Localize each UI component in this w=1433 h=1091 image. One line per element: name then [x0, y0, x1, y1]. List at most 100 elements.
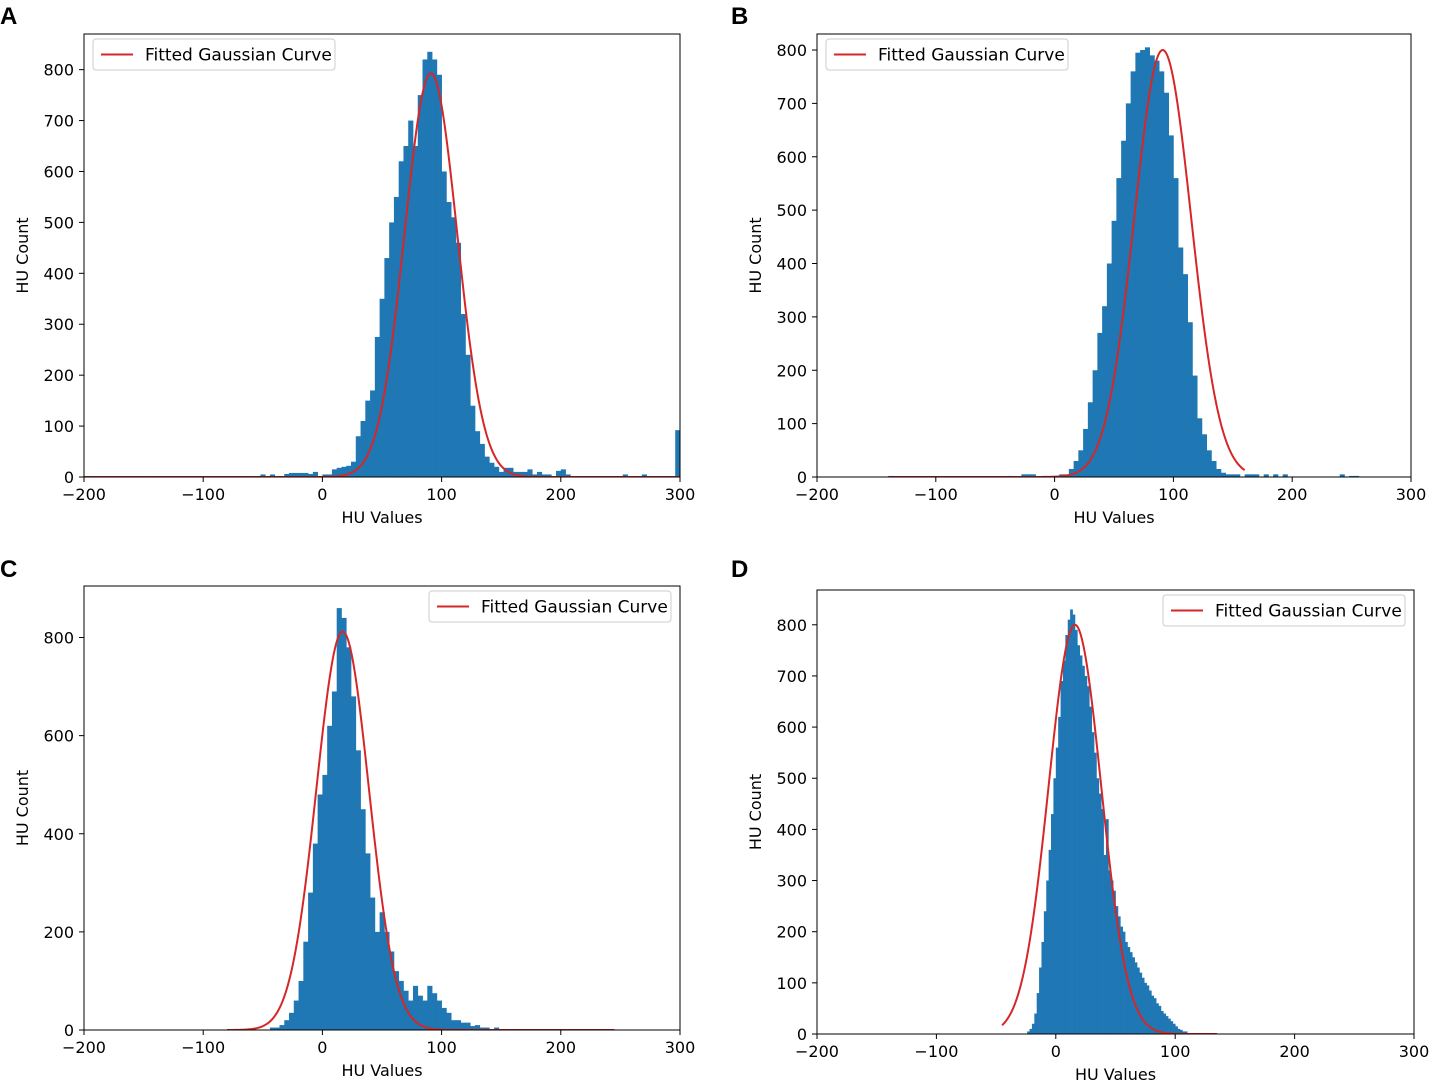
histogram-bar	[1053, 778, 1057, 1034]
histogram-bar	[1163, 1013, 1166, 1034]
histogram-bar	[1216, 468, 1222, 477]
gaussian-curve	[888, 48, 1246, 477]
y-tick-label: 800	[776, 616, 807, 635]
histogram-bar	[303, 941, 309, 1030]
histogram-bar	[489, 462, 495, 477]
panel-b: B −200 −100 0 100 200 300 0 100 200 300 400 500 600 7…	[731, 3, 1426, 527]
histogram-bar	[451, 217, 457, 477]
histogram-bar	[1220, 472, 1227, 477]
histogram-bar	[1120, 926, 1124, 1034]
plot-area	[84, 51, 680, 477]
histogram-bar	[351, 696, 357, 1030]
histogram-bar	[446, 1012, 452, 1030]
histogram-bar	[427, 985, 433, 1030]
x-tick-label: −100	[914, 1042, 958, 1061]
histogram-bar	[1146, 985, 1150, 1034]
histogram-bar	[289, 472, 295, 477]
histogram-bar	[1051, 814, 1054, 1034]
histogram-bar	[1201, 434, 1208, 477]
legend-label: Fitted Gaussian Curve	[1215, 602, 1402, 622]
histogram-bar	[675, 430, 680, 477]
x-axis-label: HU Values	[341, 1061, 422, 1080]
y-tick-label: 400	[43, 825, 74, 844]
y-tick-label: 600	[776, 148, 807, 167]
legend-box	[92, 38, 336, 71]
histogram-bar	[527, 469, 533, 477]
histogram-bar	[494, 1027, 500, 1030]
y-tick-label: 500	[776, 201, 807, 220]
y-tick-label: 700	[776, 94, 807, 113]
y-tick-label: 600	[776, 718, 807, 737]
histogram-bar	[1244, 474, 1250, 477]
y-tick-label: 100	[776, 974, 807, 993]
y-tick-label: 800	[43, 629, 74, 648]
axes-frame	[816, 33, 1412, 478]
x-tick-label: 300	[665, 485, 696, 504]
y-tick-label: 500	[43, 213, 74, 232]
histogram-bar	[341, 617, 347, 1030]
x-tick-label: −100	[914, 485, 958, 504]
histogram-bar	[470, 1026, 476, 1030]
histogram-bar	[1263, 474, 1269, 477]
y-tick-label: 200	[43, 366, 74, 385]
histogram-bar	[1168, 1018, 1171, 1034]
histogram-bar	[532, 474, 538, 477]
histogram-bar	[312, 843, 318, 1030]
y-tick-label: 300	[776, 308, 807, 327]
histogram-bar	[1043, 911, 1047, 1034]
histogram-bar	[317, 794, 323, 1030]
histogram-bar	[479, 443, 485, 477]
y-tick-label: 800	[43, 61, 74, 80]
histogram-bar	[1140, 50, 1146, 477]
histogram-bar	[379, 912, 385, 1030]
histogram-bar	[1111, 220, 1117, 477]
histogram-bar	[498, 471, 504, 477]
histogram-bar	[1170, 1021, 1174, 1034]
histogram-bar	[1211, 460, 1217, 477]
histogram-bar	[494, 466, 500, 477]
y-tick-label: 400	[776, 820, 807, 839]
legend: Fitted Gaussian Curve	[825, 38, 1069, 71]
histogram-bar	[622, 474, 628, 477]
histogram-bar	[412, 985, 419, 1030]
histogram-bar	[1097, 332, 1103, 477]
histogram-bar	[1101, 808, 1104, 1034]
histogram-bar	[474, 1025, 481, 1030]
histogram-bar	[1108, 870, 1112, 1034]
histogram-bar	[327, 474, 333, 477]
histogram-bar	[298, 472, 304, 477]
axes-frame	[83, 33, 681, 478]
x-tick-label: 0	[1050, 485, 1060, 504]
histogram-bar	[432, 59, 438, 477]
histogram-bar	[336, 467, 342, 477]
histogram-bar	[465, 354, 471, 477]
histogram-bar	[479, 1027, 485, 1030]
histogram-bar	[1026, 474, 1032, 477]
legend-box	[1162, 594, 1406, 627]
histogram-bar	[393, 196, 400, 477]
histogram-bar	[351, 461, 357, 477]
histogram-bar	[1249, 474, 1255, 477]
histogram-bar	[384, 931, 390, 1030]
histogram-bar	[1230, 474, 1236, 477]
x-axis-label: HU Values	[1075, 1065, 1156, 1084]
histogram-bar	[1058, 716, 1061, 1034]
histogram-bar	[1178, 247, 1184, 477]
panel-c: C −200 −100 0 100 200 300 0 200 400 600 800 HU Valu…	[0, 556, 695, 1080]
histogram-bar	[1086, 686, 1090, 1034]
panel-letter-d: D	[731, 556, 748, 583]
y-tick-label: 300	[776, 872, 807, 891]
histogram-bar	[455, 242, 462, 477]
histogram-bar	[1141, 977, 1145, 1034]
histogram-bar	[1206, 450, 1212, 477]
histogram-bar	[269, 1027, 276, 1030]
histogram-bar	[1353, 475, 1360, 477]
histogram-bar	[1187, 322, 1193, 477]
histogram-bar	[1192, 375, 1198, 477]
histogram-bar	[1160, 1010, 1164, 1034]
histogram-bar	[327, 725, 333, 1030]
histogram-bar	[1021, 474, 1027, 477]
gaussian-curve	[84, 72, 680, 477]
histogram-bar	[1182, 274, 1188, 477]
histogram-bar	[346, 465, 352, 477]
